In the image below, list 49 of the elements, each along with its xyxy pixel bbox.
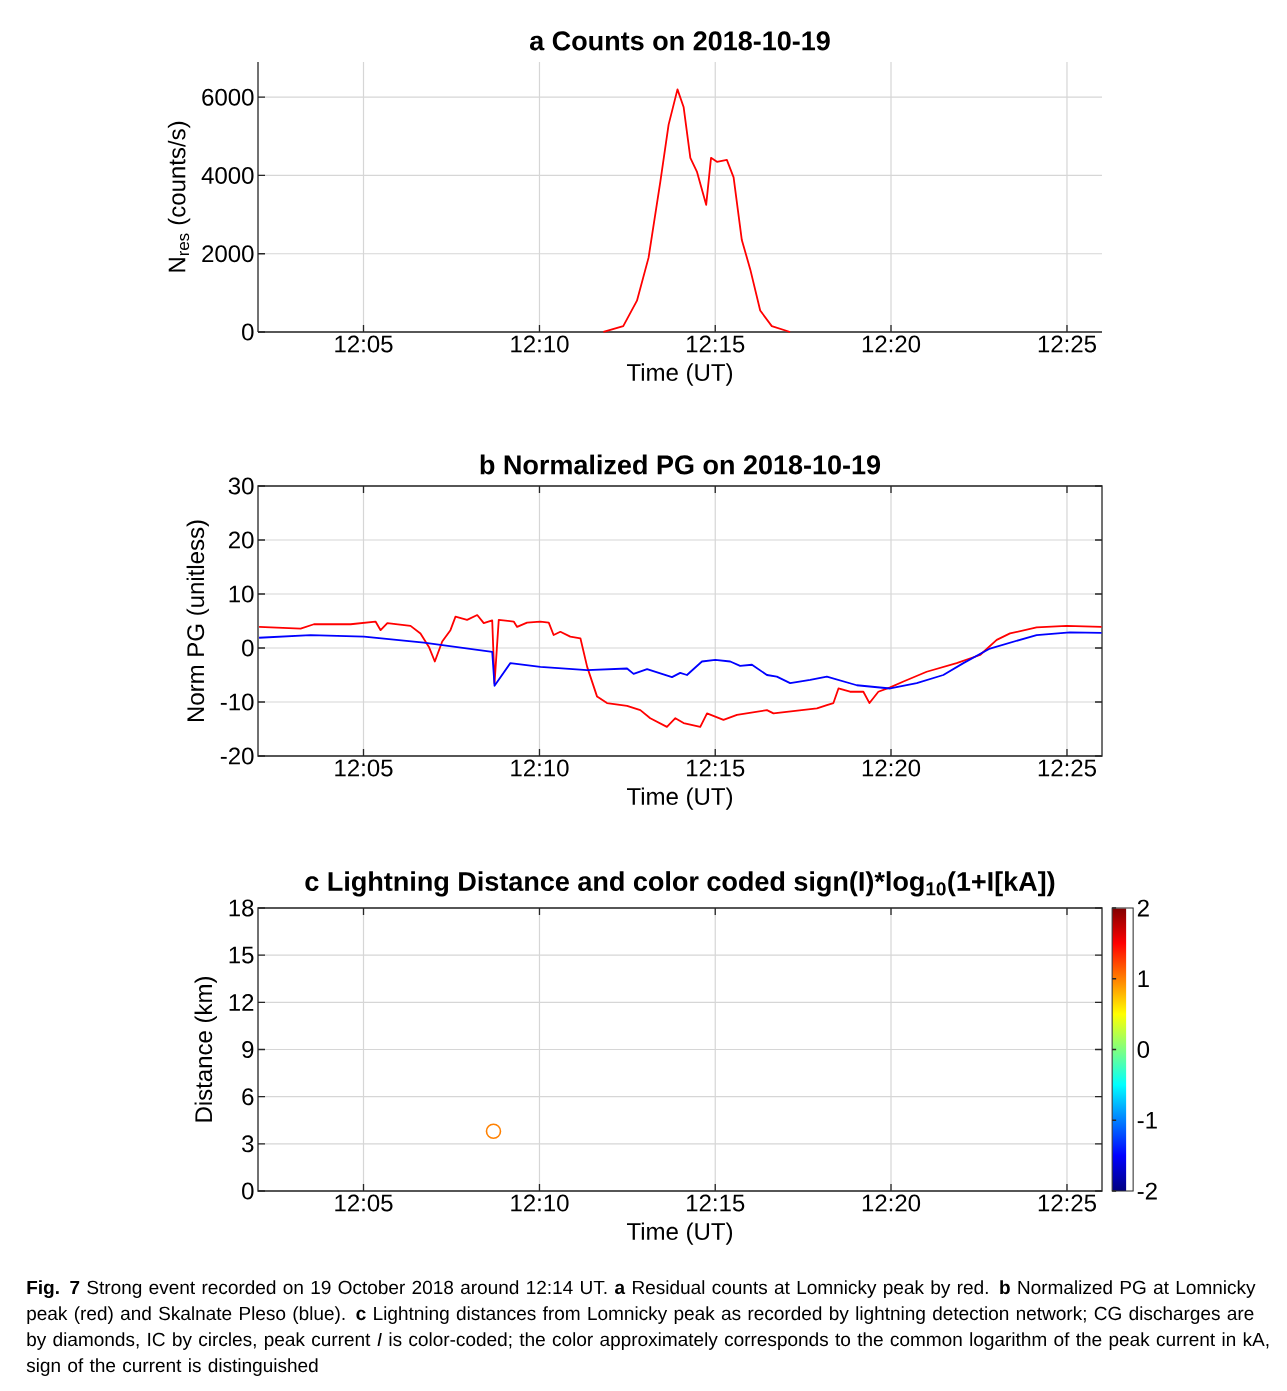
- y-tick-label: 18: [229, 899, 254, 917]
- y-tick-label: 12: [229, 993, 254, 1011]
- y-tick-label: 0: [242, 323, 254, 341]
- x-tick-label: 12:20: [862, 759, 921, 777]
- x-tick-label: 12:05: [335, 759, 393, 777]
- x-axis-title: Time (UT): [627, 363, 733, 386]
- chart-title: b Normalized PG on 2018-10-19: [480, 454, 881, 475]
- y-axis-title: N$_{res}$ (counts/s): [167, 121, 191, 272]
- x-tick-label: 12:15: [687, 1194, 745, 1212]
- x-tick-label: 12:05: [335, 1194, 393, 1212]
- color-bar-label: 2: [1137, 899, 1149, 917]
- y-tick-label: 9: [242, 1041, 254, 1058]
- y-axis-title: Distance (km): [194, 977, 217, 1122]
- y-tick-label: -20: [220, 747, 254, 765]
- y-tick-label: 0: [242, 1182, 254, 1200]
- x-axis-title: Time (UT): [627, 1222, 733, 1245]
- y-tick-label: -10: [220, 693, 254, 711]
- chart-title: a Counts on 2018-10-19: [529, 31, 830, 51]
- x-tick-label: 12:20: [862, 1194, 921, 1212]
- y-axis-title: Norm PG (unitless): [186, 520, 209, 722]
- x-tick-label: 12:10: [511, 1194, 569, 1212]
- color-bar-label: 1: [1138, 970, 1149, 987]
- x-tick-label: 12:15: [687, 759, 745, 777]
- x-tick-label: 12:25: [1038, 1194, 1096, 1212]
- x-tick-label: 12:25: [1038, 759, 1096, 777]
- x-tick-label: 12:05: [335, 335, 393, 353]
- y-tick-label: 0: [242, 639, 254, 657]
- y-tick-label: 20: [228, 531, 254, 549]
- line-series: [258, 614, 1103, 728]
- color-bar-label: -1: [1137, 1111, 1157, 1129]
- y-tick-label: 3: [242, 1135, 254, 1153]
- x-tick-label: 12:10: [511, 759, 569, 777]
- text: Fig. 7 Strong event recorded on 19 October 2018 around 12:14 UT. a Residual counts at Lomnicky peak by red. b Normalized PG at Lomnicky peak (red) and Skalnate Pleso (blue). c Lightning distances from Lomnicky peak as recorded by lightning detection network; CG discharges are by diamonds, IC by circles, peak current I is color-coded; the color approximately corresponds to the common logarithm of the peak current in kA, sign of the current is distinguished: [26, 1280, 1269, 1376]
- x-tick-label: 12:10: [511, 335, 569, 353]
- y-tick-label: 15: [229, 946, 254, 964]
- y-tick-label: 2000: [202, 245, 254, 263]
- y-tick-label: 4000: [201, 166, 254, 184]
- line-series: [602, 88, 792, 333]
- x-tick-label: 12:25: [1038, 335, 1096, 353]
- chart-title: c Lightning Distance and color coded sign(I)*log$_{10}$(1+I[kA]): [305, 871, 1055, 897]
- x-tick-label: 12:15: [687, 335, 745, 353]
- y-tick-label: 10: [229, 585, 254, 603]
- x-tick-label: 12:20: [862, 335, 921, 353]
- color-bar-label: 0: [1137, 1041, 1150, 1058]
- color-bar-label: -2: [1137, 1182, 1157, 1200]
- y-tick-label: 6: [242, 1088, 254, 1106]
- y-tick-label: 30: [228, 477, 254, 495]
- y-tick-label: 6000: [202, 88, 254, 106]
- x-axis-title: Time (UT): [626, 787, 733, 810]
